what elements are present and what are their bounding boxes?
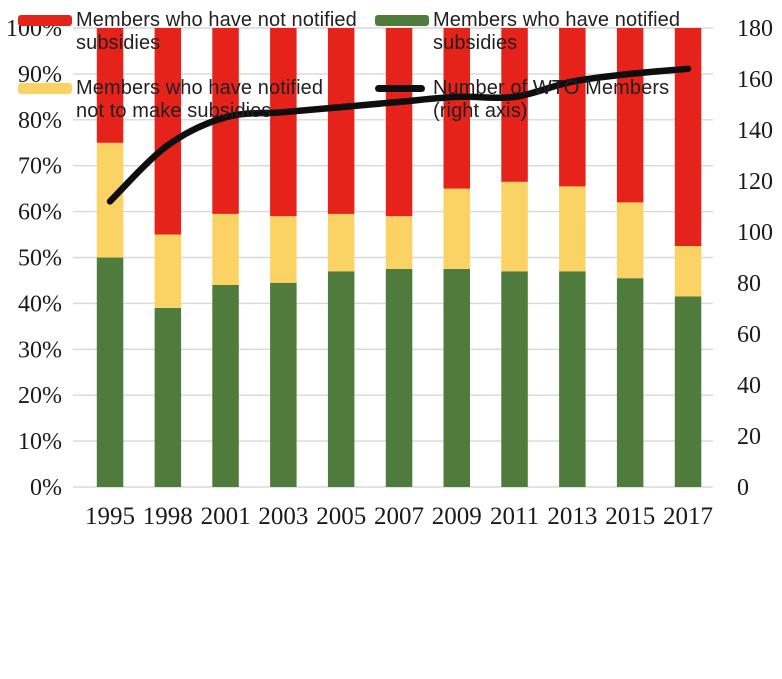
- right-axis-tick-label: 20: [737, 424, 761, 450]
- bar-segment-green-1998: [154, 308, 182, 487]
- chart-legend: Members who have not notified subsidies …: [0, 0, 782, 131]
- right-axis-tick-label: 60: [737, 322, 761, 348]
- bar-segment-yellow-2013: [559, 186, 586, 272]
- bar-segment-yellow-2007: [385, 216, 413, 269]
- legend-item-wto-members-line: Number of WTO Members (right axis): [375, 77, 669, 123]
- green-swatch-icon: [375, 15, 429, 26]
- x-axis-tick-label: 2013: [547, 503, 597, 530]
- x-axis-tick-label: 2015: [605, 503, 655, 530]
- left-axis-tick-label: 20%: [18, 383, 62, 409]
- x-axis-tick-label: 2005: [316, 503, 366, 530]
- legend-item-not-notified: Members who have not notified subsidies: [18, 9, 357, 55]
- right-axis-tick-label: 80: [737, 271, 761, 297]
- legend-label-line: Members who have notified: [433, 9, 681, 31]
- bar-segment-green-2013: [559, 271, 586, 487]
- bar-segment-green-2009: [443, 269, 470, 487]
- right-axis-tick-label: 0: [737, 475, 749, 501]
- bar-segment-red-1998: [154, 28, 182, 235]
- bar-segment-yellow-2017: [674, 246, 702, 297]
- x-axis-tick-label: 2007: [374, 503, 424, 530]
- legend-label-line: subsidies: [76, 32, 161, 54]
- bar-segment-yellow-2005: [327, 213, 355, 272]
- x-axis-tick-label: 1995: [85, 503, 135, 530]
- bar-segment-yellow-2015: [616, 202, 644, 279]
- left-axis-tick-label: 50%: [18, 246, 62, 272]
- legend-label-not-notified: Members who have not notified subsidies: [76, 9, 357, 55]
- x-axis-tick-label: 2001: [201, 503, 251, 530]
- right-axis-tick-label: 160: [737, 67, 773, 93]
- legend-label-line: Members who have not notified: [76, 9, 357, 31]
- right-axis-tick-label: 40: [737, 373, 761, 399]
- bar-segment-red-2015: [616, 28, 644, 203]
- left-axis-tick-label: 30%: [18, 337, 62, 363]
- x-axis-tick-label: 2011: [490, 503, 539, 530]
- bar-segment-red-2005: [327, 28, 355, 214]
- wto-members-line: [106, 65, 692, 205]
- x-axis-tick-label: 1998: [143, 503, 193, 530]
- legend-label-notified: Members who have notified subsidies: [433, 9, 680, 55]
- bar-segment-yellow-2011: [501, 181, 528, 272]
- left-axis-tick-label: 70%: [18, 154, 62, 180]
- left-axis-tick-label: 40%: [18, 291, 62, 317]
- bar-segment-green-2003: [270, 282, 297, 487]
- legend-label-line: not to make subsidies: [76, 100, 272, 122]
- chart-plot-area: 100%90%80%70%60%50%40%30%20%10%0%1801601…: [6, 16, 773, 530]
- bar-segment-green-2007: [385, 269, 413, 487]
- legend-label-notified-no-subsidies: Members who have notified not to make su…: [76, 77, 323, 123]
- bar-segment-green-2017: [674, 296, 702, 487]
- bar-segment-red-2009: [443, 28, 470, 189]
- legend-label-line: Members who have notified: [76, 77, 324, 99]
- x-axis-tick-label: 2017: [663, 503, 713, 530]
- bar-segment-green-2001: [212, 285, 239, 487]
- bar-segment-red-2013: [559, 28, 586, 187]
- left-axis-tick-label: 0%: [30, 475, 62, 501]
- legend-item-notified-no-subsidies: Members who have notified not to make su…: [18, 77, 323, 123]
- right-axis-tick-label: 100: [737, 220, 773, 246]
- bar-segment-yellow-1998: [154, 234, 182, 308]
- bar-segment-red-2007: [385, 28, 413, 217]
- bar-segment-red-2017: [674, 28, 702, 246]
- bar-segment-green-2005: [327, 271, 355, 487]
- black-line-swatch-icon: [375, 85, 425, 92]
- x-axis-tick-label: 2009: [432, 503, 482, 530]
- yellow-swatch-icon: [18, 83, 72, 94]
- legend-label-line: Number of WTO Members: [433, 77, 670, 99]
- legend-label-wto-members-line: Number of WTO Members (right axis): [433, 77, 669, 123]
- right-axis-tick-label: 180: [737, 16, 773, 42]
- left-axis-tick-label: 60%: [18, 200, 62, 226]
- bar-segment-yellow-2009: [443, 188, 470, 269]
- legend-item-notified: Members who have notified subsidies: [375, 9, 680, 55]
- left-axis-tick-label: 10%: [18, 429, 62, 455]
- right-axis-tick-label: 120: [737, 169, 773, 195]
- bar-segment-green-2011: [501, 271, 528, 487]
- bar-segment-green-2015: [616, 278, 644, 487]
- legend-label-line: (right axis): [433, 100, 528, 122]
- x-axis-tick-label: 2003: [258, 503, 308, 530]
- bar-segment-red-2003: [270, 28, 297, 217]
- bar-segment-red-1995: [96, 28, 124, 143]
- bar-segment-red-2011: [501, 28, 528, 182]
- right-axis-tick-label: 140: [737, 118, 773, 144]
- bar-segment-yellow-2001: [212, 213, 239, 285]
- bar-segment-green-1995: [96, 257, 124, 487]
- left-axis-tick-label: 80%: [18, 108, 62, 134]
- bar-segment-yellow-2003: [270, 216, 297, 283]
- red-swatch-icon: [18, 15, 72, 26]
- legend-label-line: subsidies: [433, 32, 518, 54]
